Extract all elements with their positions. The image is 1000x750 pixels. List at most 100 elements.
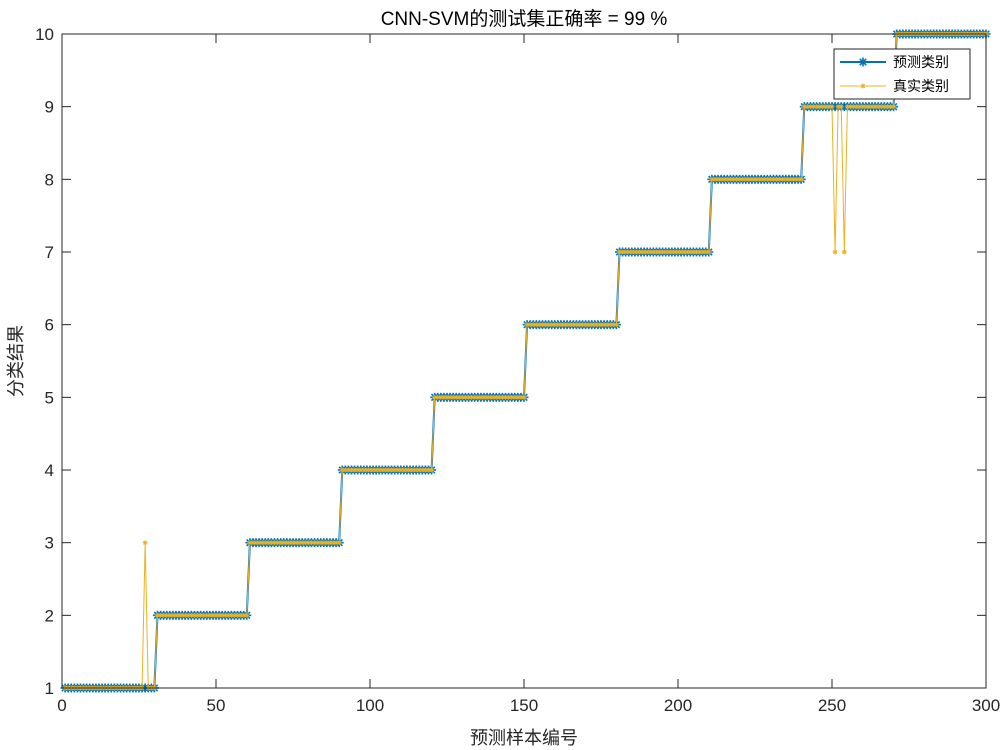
legend-label-predicted: 预测类别: [893, 55, 949, 71]
true-point: [490, 394, 496, 400]
true-point: [589, 322, 595, 328]
true-point: [814, 104, 819, 110]
y-tick-label: 10: [35, 25, 54, 44]
true-point: [543, 322, 548, 328]
true-point: [694, 249, 699, 255]
true-point: [801, 104, 807, 110]
x-tick-label: 300: [972, 696, 1000, 715]
true-point: [614, 322, 619, 328]
true-point: [647, 249, 653, 255]
x-tick-label: 0: [57, 696, 66, 715]
true-point: [481, 394, 487, 400]
y-tick-label: 6: [45, 316, 54, 335]
true-point: [346, 467, 351, 473]
true-point: [235, 612, 240, 618]
true-point: [823, 104, 829, 110]
true-point: [854, 104, 860, 110]
x-tick-label: 100: [356, 696, 384, 715]
true-point: [731, 176, 736, 182]
x-tick-label: 50: [207, 696, 226, 715]
true-point: [518, 394, 524, 400]
x-tick-label: 250: [818, 696, 846, 715]
true-point: [247, 540, 253, 546]
true-point: [808, 104, 813, 110]
true-point: [225, 612, 231, 618]
true-point: [272, 540, 277, 546]
true-point: [626, 249, 632, 255]
true-point: [256, 540, 262, 546]
true-point: [472, 394, 478, 400]
true-point: [552, 322, 558, 328]
true-point: [367, 467, 373, 473]
true-point: [721, 176, 727, 182]
true-point: [512, 394, 518, 400]
x-axis-label: 预测样本编号: [470, 728, 578, 749]
true-point: [515, 394, 521, 400]
y-tick-label: 1: [45, 679, 54, 698]
legend-box: [833, 48, 971, 100]
legend-label-true: 真实类别: [893, 79, 949, 95]
true-point: [872, 104, 878, 110]
legend-marker-predicted: [858, 57, 868, 67]
true-point: [838, 104, 844, 110]
x-tick-label: 200: [664, 696, 692, 715]
true-point: [746, 176, 752, 182]
true-point: [832, 249, 838, 255]
plot-area: [62, 34, 986, 688]
true-point: [142, 540, 148, 546]
ticks-layer: 0 50 100 150 200 250 300 1 2 3 4 5 6 7 8 9 10: [35, 25, 1000, 715]
true-point: [244, 612, 250, 618]
true-point: [161, 612, 167, 618]
true-point: [592, 322, 598, 328]
true-point: [373, 467, 379, 473]
true-point: [456, 394, 462, 400]
legend-star-true: [860, 83, 866, 89]
y-tick-label: 4: [45, 461, 54, 480]
true-point: [201, 612, 207, 618]
true-point: [881, 104, 887, 110]
true-point: [851, 104, 856, 110]
chart-title: CNN-SVM的测试集正确率 = 99 %: [381, 8, 668, 30]
true-point: [232, 612, 237, 618]
true-point: [829, 104, 835, 110]
true-point: [484, 394, 490, 400]
true-point: [192, 612, 197, 618]
y-tick-label: 7: [45, 243, 54, 262]
true-point: [376, 467, 382, 473]
true-point: [383, 467, 388, 473]
true-point: [841, 249, 847, 255]
true-point: [173, 612, 179, 618]
true-point: [493, 394, 499, 400]
true-point: [290, 540, 296, 546]
true-point: [657, 249, 662, 255]
true-point: [795, 176, 801, 182]
true-point: [167, 612, 173, 618]
y-tick-label: 8: [45, 170, 54, 189]
legend: 预测类别 真实类别: [833, 48, 971, 100]
true-point: [426, 467, 431, 473]
true-point: [891, 104, 896, 110]
true-point: [438, 394, 444, 400]
true-point: [204, 612, 210, 618]
true-point: [306, 540, 311, 546]
y-tick-label: 2: [45, 606, 54, 625]
y-tick-label: 9: [45, 98, 54, 117]
true-point: [888, 104, 893, 110]
true-point: [641, 249, 647, 255]
y-tick-label: 3: [45, 534, 54, 553]
true-point: [570, 322, 576, 328]
true-point: [355, 467, 361, 473]
true-point: [358, 467, 364, 473]
true-point: [798, 176, 804, 182]
true-point: [866, 104, 872, 110]
legend-star-predicted: [858, 57, 868, 67]
true-point: [336, 540, 342, 546]
true-point: [404, 467, 410, 473]
true-point: [706, 249, 712, 255]
true-point: [429, 467, 434, 473]
y-axis-label: 分类结果: [6, 325, 27, 397]
y-tick-label: 5: [45, 388, 54, 407]
true-point: [259, 540, 265, 546]
true-point: [521, 394, 527, 400]
